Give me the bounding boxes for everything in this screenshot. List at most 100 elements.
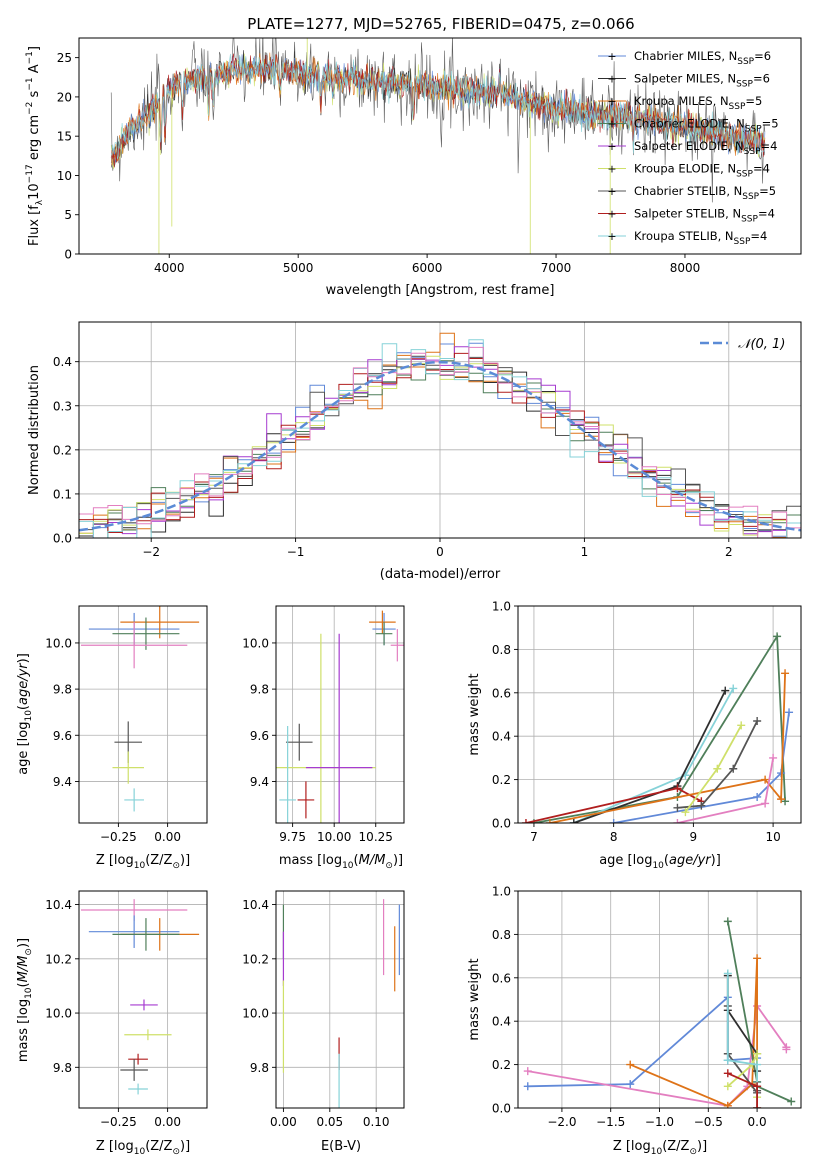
x-tick-label: 2	[725, 545, 733, 559]
x-tick-label: 0.05	[316, 1115, 343, 1129]
label-part: −2	[25, 102, 35, 115]
y-tick-label: 9.4	[250, 775, 269, 789]
weight-marker	[782, 1045, 791, 1054]
label-part: (Z/Z	[145, 1139, 172, 1154]
weight-marker	[777, 795, 786, 804]
x-tick-label: 7000	[541, 261, 572, 275]
label-part: Kroupa ELODIE, N	[634, 162, 736, 176]
label-part: Chabrier STELIB, N	[634, 184, 742, 198]
histogram-step	[79, 332, 801, 538]
legend-entry: Chabrier STELIB, NSSP=5	[634, 184, 776, 202]
label-part: SSP	[736, 170, 753, 180]
x-tick-label: 0.10	[363, 1115, 390, 1129]
x-tick-label: 10.25	[359, 830, 393, 844]
zage-xlabel: Z [log10(Z/Z⊙)]	[96, 853, 190, 871]
zweight-xlabel: Z [log10(Z/Z⊙)]	[613, 1139, 707, 1157]
weight-marker	[753, 792, 762, 801]
label-part: )]	[180, 1139, 190, 1154]
weight-ylabel: mass weight	[467, 958, 482, 1040]
ageweight-xlabel: age [log10(age/yr)]	[599, 853, 721, 871]
y-tick-label: 0.0	[53, 532, 72, 546]
label-part: 10	[27, 183, 42, 200]
legend-marker: +	[607, 73, 616, 86]
zage-ylabel: age [log10(age/yr)]	[16, 653, 34, 775]
label-part: M/M	[16, 956, 31, 983]
weight-marker	[773, 632, 782, 641]
y-tick-label: 0.3	[53, 399, 72, 413]
legend-entry: Kroupa ELODIE, NSSP=4	[634, 162, 770, 180]
legend-marker: +	[607, 140, 616, 153]
axes-frame	[78, 321, 802, 539]
label-part: 10	[342, 861, 354, 871]
spectrum-xlabel: wavelength [Angstrom, rest frame]	[326, 283, 555, 298]
x-tick-label: 8000	[670, 261, 701, 275]
y-tick-label: 1.0	[492, 600, 511, 614]
x-tick-label: 9.75	[279, 830, 306, 844]
weight-marker	[723, 969, 732, 978]
label-part: Kroupa STELIB, N	[634, 229, 734, 243]
x-tick-label: 8	[610, 830, 618, 844]
y-tick-label: 10.4	[45, 898, 72, 912]
legend-entry: Chabrier MILES, NSSP=6	[634, 49, 771, 67]
label-part: M/M	[359, 853, 386, 868]
y-tick-label: 0.8	[492, 643, 511, 657]
x-tick-label: 1	[581, 545, 589, 559]
axes-frame	[517, 890, 802, 1109]
weight-marker	[713, 764, 722, 773]
legend-entry: Kroupa MILES, NSSP=5	[634, 94, 762, 112]
label-part: age/yr	[669, 853, 712, 868]
histogram-step	[79, 346, 801, 538]
plot-area	[80, 899, 200, 1095]
legend-marker: +	[607, 50, 616, 63]
massage-xlabel: mass [log10(M/M⊙)]	[279, 853, 403, 871]
label-part: (Z/Z	[145, 853, 172, 868]
weight-marker	[753, 1049, 762, 1058]
weight-marker	[723, 1101, 732, 1108]
axes-frame	[78, 890, 208, 1109]
label-part: SSP	[736, 80, 753, 90]
legend-marker: +	[607, 185, 616, 198]
weight-line	[549, 673, 786, 823]
weight-marker	[569, 819, 578, 823]
label-part: =4	[753, 162, 770, 176]
ebv-mass-panel: 0.00 0.05 0.10 9.8 10.0 10.2 10.4 E(B-V)	[242, 890, 405, 1154]
label-part: )]	[16, 653, 31, 663]
histogram-ylabel: Normed distribution	[27, 365, 42, 495]
x-tick-label: 0.00	[154, 1115, 181, 1129]
histogram-xlabel: (data-model)/error	[380, 567, 501, 582]
spectrum-panel: 4000 5000 6000 7000 8000 0 5 10 15 20 25 wavelength…	[25, 37, 802, 298]
label-part: λ	[35, 199, 45, 205]
label-part: =5	[745, 94, 762, 108]
label-part: Kroupa MILES, N	[634, 94, 729, 108]
label-part: =4	[758, 207, 775, 221]
label-part: (	[664, 853, 669, 868]
weight-marker	[626, 1060, 635, 1069]
axes-frame	[275, 605, 405, 824]
x-tick-label: 7	[530, 830, 538, 844]
x-tick-label: 0	[436, 545, 444, 559]
metallicity-weight-panel: −2.0 −1.5 −1.0 −0.5 0.0 0.0 0.2 0.4 0.6 0.8 1.0 mas…	[467, 885, 802, 1157]
y-tick-label: 5	[64, 208, 72, 222]
x-tick-label: 10	[765, 830, 780, 844]
weight-marker	[723, 917, 732, 926]
weight-marker	[681, 808, 690, 817]
label-part: (	[354, 853, 359, 868]
weight-marker	[609, 819, 618, 823]
label-part: =6	[754, 49, 771, 63]
x-tick-label: 0.0	[748, 1115, 767, 1129]
label-part: −1	[25, 51, 35, 64]
label-part: Chabrier ELODIE, N	[634, 117, 745, 131]
label-part: (Z/Z	[662, 1139, 689, 1154]
x-tick-label: 4000	[154, 261, 185, 275]
x-tick-label: −0.25	[100, 830, 137, 844]
label-part: ⊙	[172, 1147, 180, 1157]
weight-marker	[787, 1097, 796, 1106]
weight-marker	[729, 684, 738, 693]
y-tick-label: 0.2	[53, 443, 72, 457]
legend-marker: +	[607, 118, 616, 131]
y-tick-label: 9.6	[53, 729, 72, 743]
y-tick-label: 10.0	[242, 1007, 269, 1021]
weight-marker	[769, 753, 778, 762]
label-part: SSP	[734, 237, 751, 247]
